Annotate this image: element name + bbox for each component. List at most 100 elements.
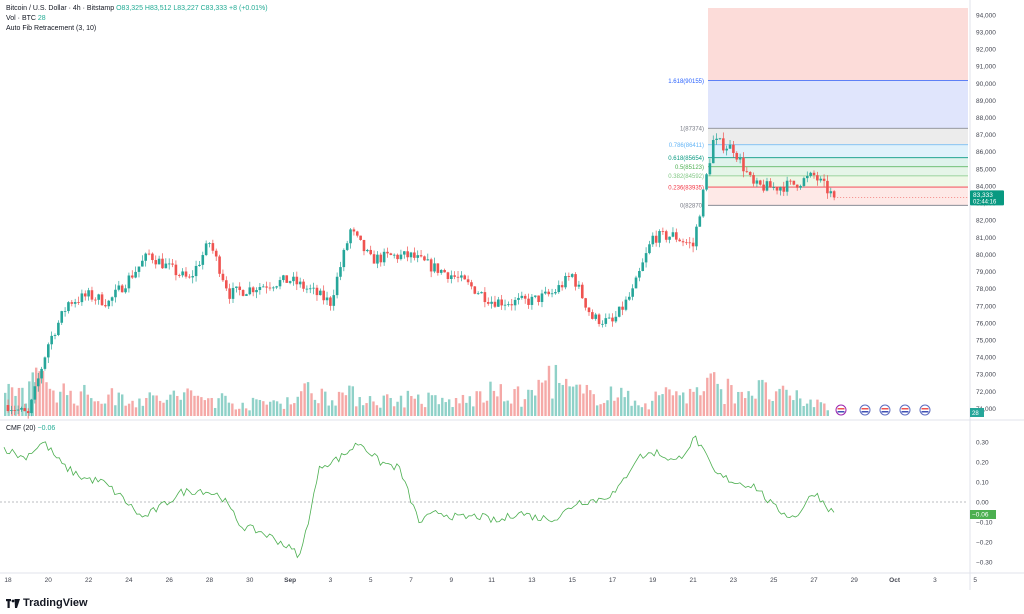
volume-bar [812, 407, 816, 416]
price-axis: 94,000 93,000 92,000 91,000 90,000 89,000 88,0… [970, 12, 1004, 567]
candle-body [436, 263, 440, 273]
volume-bar [238, 408, 241, 416]
volume-bar [38, 371, 41, 416]
volume-bar [282, 408, 286, 416]
volume-bar [251, 397, 255, 416]
volume-bar [45, 382, 48, 416]
volume-bar [69, 390, 72, 416]
time-axis-tick: 3 [933, 577, 937, 584]
open-value: O83,325 [116, 5, 143, 12]
volume-bar [589, 390, 592, 416]
candle-body [409, 252, 413, 258]
candle-body [705, 174, 708, 190]
volume-bar [382, 395, 385, 416]
candle-body [261, 286, 265, 288]
candle-body [795, 184, 799, 188]
volume-legend[interactable]: Vol · BTC 28 [6, 14, 46, 24]
volume-bar [351, 386, 355, 416]
volume-bar [207, 398, 210, 416]
candle-body [698, 216, 702, 227]
volume-bar [148, 392, 151, 416]
fib-legend[interactable]: Auto Fib Retracement (3, 10) [6, 24, 96, 34]
candle-body [758, 180, 762, 185]
candle-body [584, 298, 587, 308]
volume-bar [558, 382, 561, 416]
symbol-legend[interactable]: Bitcoin / U.S. Dollar · 4h · Bitstamp O8… [6, 4, 268, 14]
volume-bar [7, 383, 10, 416]
cmf-axis-tick: −0.20 [976, 540, 993, 547]
volume-bar [200, 397, 203, 416]
candle-body [137, 266, 141, 272]
candle-body [802, 178, 806, 186]
candle-body [382, 251, 386, 263]
candle-body [245, 294, 248, 296]
tradingview-logo[interactable]: TradingView [6, 597, 88, 609]
fib-retracement-zones: 1.618(90155) 1(87374) 0.786(86411) 0.618(85… [668, 8, 968, 210]
candle-body [429, 259, 433, 272]
candle-body [752, 175, 755, 184]
candle-body [305, 288, 309, 290]
volume-bar [334, 405, 337, 416]
volume-bar [96, 401, 100, 416]
volume-bar [241, 402, 244, 416]
time-axis-tick: 26 [166, 577, 174, 584]
volume-bar [155, 395, 158, 416]
volume-bar [145, 397, 148, 416]
volume-bar [761, 379, 764, 416]
volume-bar [534, 395, 537, 416]
volume-bar [554, 364, 558, 416]
volume-bar [265, 404, 268, 416]
time-axis-tick: 20 [45, 577, 53, 584]
economic-event-icon [879, 404, 891, 416]
volume-bar [406, 390, 410, 416]
volume-bar [317, 403, 320, 416]
candle-body [322, 290, 325, 301]
low-value: L83,227 [173, 5, 199, 12]
candle-body [433, 263, 436, 272]
volume-bar [179, 399, 182, 416]
candle-body [423, 256, 426, 261]
candle-body [285, 275, 289, 283]
price-axis-tick: 79,000 [976, 269, 996, 276]
volume-bar [189, 390, 193, 416]
candle-body [379, 254, 383, 263]
volume-bar [747, 391, 750, 416]
volume-bar [234, 409, 237, 416]
candle-body [476, 293, 480, 295]
volume-bar [224, 395, 227, 416]
candle-body [392, 254, 396, 256]
candle-body [500, 299, 503, 306]
candle-body [238, 286, 242, 291]
candle-body [617, 306, 621, 317]
volume-bar [719, 389, 723, 416]
candle-body [265, 286, 268, 288]
volume-bar [451, 407, 454, 416]
candle-body [631, 288, 634, 297]
candle-body [745, 171, 749, 173]
price-axis-tick: 93,000 [976, 29, 996, 36]
time-axis-tick: 22 [85, 577, 93, 584]
candle-body [13, 410, 17, 411]
price-axis-tick: 71,000 [976, 406, 996, 413]
candle-body [483, 292, 487, 303]
volume-bar [754, 398, 757, 416]
volume-bar [730, 385, 733, 416]
candle-body [470, 282, 473, 287]
volume-bar [472, 406, 475, 416]
candle-body [332, 295, 336, 306]
volume-bar [781, 385, 785, 416]
candle-body [580, 284, 584, 299]
candle-body [732, 144, 735, 153]
candle-body [701, 189, 705, 217]
candle-body [638, 271, 641, 278]
volume-bar [737, 391, 740, 416]
price-axis-tick: 89,000 [976, 98, 996, 105]
cmf-legend[interactable]: CMF (20) −0.06 [6, 424, 55, 434]
candle-body [191, 276, 195, 278]
candle-body [577, 284, 581, 287]
candle-body [816, 175, 819, 181]
volume-bar [740, 391, 743, 416]
candle-body [466, 279, 470, 283]
candle-body [587, 307, 591, 313]
